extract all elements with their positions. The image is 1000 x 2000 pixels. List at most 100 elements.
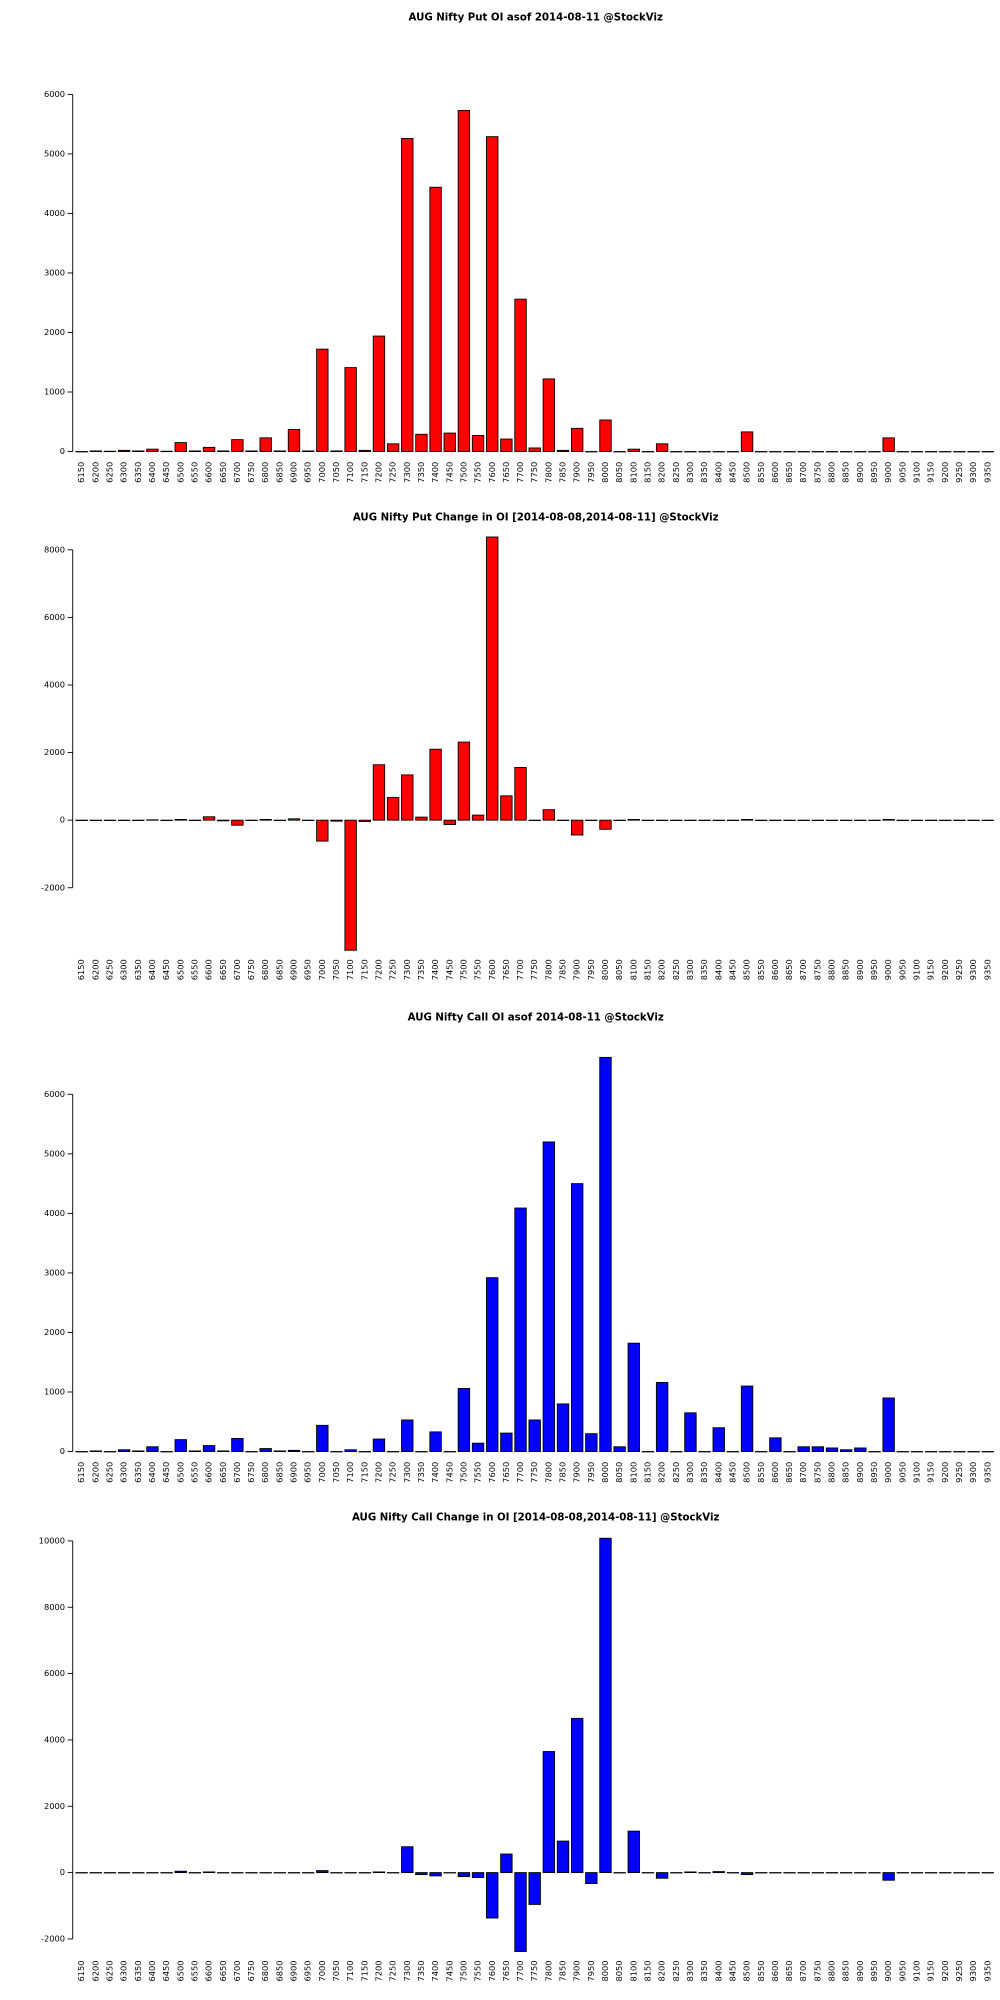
x-tick-label: 8250 (671, 959, 681, 980)
bar (401, 137, 414, 452)
bar (89, 450, 102, 452)
bar (259, 819, 272, 821)
x-tick-label: 8750 (812, 959, 822, 980)
bar (188, 1450, 202, 1452)
x-tick-label: 7050 (331, 462, 341, 483)
x-tick-label: 8550 (756, 1462, 766, 1483)
x-tick-label: 8700 (798, 1462, 808, 1483)
x-tick-label: 8450 (727, 462, 737, 483)
x-tick-label: 9300 (968, 959, 978, 980)
x-tick-label: 6550 (189, 1462, 199, 1483)
x-tick-label: 9050 (897, 1462, 907, 1483)
x-tick-label: 7350 (416, 1462, 426, 1483)
x-tick-label: 6250 (104, 1960, 114, 1981)
x-tick-label: 7950 (586, 1462, 596, 1483)
x-tick-label: 6850 (274, 1462, 284, 1483)
x-tick-label: 6950 (303, 959, 313, 980)
bar (372, 1871, 386, 1874)
y-tick-label: 10000 (39, 1535, 65, 1545)
x-tick-label: 8950 (869, 462, 879, 483)
x-tick-label: 8950 (869, 1462, 879, 1483)
bar (429, 1872, 442, 1877)
x-tick-label: 9300 (968, 462, 978, 483)
bar (500, 438, 513, 452)
x-tick-label: 7350 (416, 1960, 426, 1981)
x-tick-label: 6500 (175, 462, 185, 483)
x-tick-label: 6300 (119, 462, 129, 483)
x-tick-label: 8900 (855, 462, 865, 483)
bar (740, 431, 754, 452)
y-tick-label: 6000 (44, 1089, 65, 1099)
bar (528, 1872, 541, 1905)
x-tick-label: 8150 (643, 1960, 653, 1981)
bar (202, 1871, 216, 1874)
bar (316, 1424, 329, 1452)
bar (627, 1830, 640, 1874)
x-tick-label: 7600 (487, 1960, 497, 1981)
bar (132, 1450, 145, 1452)
x-tick-label: 7550 (473, 1462, 483, 1483)
x-tick-label: 7050 (331, 1462, 341, 1483)
bar (627, 819, 640, 821)
bar (486, 136, 499, 452)
x-tick-label: 9100 (912, 1960, 922, 1981)
bar (372, 764, 386, 821)
x-tick-label: 9050 (897, 959, 907, 980)
x-tick-label: 6500 (175, 1462, 185, 1483)
bar (655, 1382, 669, 1452)
chart-title: AUG Nifty Put OI asof 2014-08-11 @StockV… (409, 12, 663, 23)
x-tick-label: 7600 (487, 959, 497, 980)
x-tick-label: 8400 (713, 1462, 723, 1483)
x-tick-label: 6400 (147, 462, 157, 483)
x-tick-label: 6150 (76, 462, 86, 483)
x-tick-label: 7700 (515, 959, 525, 980)
x-tick-label: 7400 (430, 1960, 440, 1981)
x-tick-label: 7400 (430, 959, 440, 980)
x-tick-label: 8100 (628, 1462, 638, 1483)
x-tick-label: 8250 (671, 462, 681, 483)
x-tick-label: 6950 (303, 462, 313, 483)
x-tick-label: 6800 (260, 1462, 270, 1483)
x-tick-label: 7750 (529, 462, 539, 483)
bar (471, 1442, 485, 1452)
y-tick-label: 2000 (44, 1327, 65, 1337)
bar (486, 536, 499, 821)
x-tick-label: 7000 (317, 1960, 327, 1981)
bar (500, 795, 513, 821)
x-tick-label: 7950 (586, 1960, 596, 1981)
x-tick-label: 6700 (232, 959, 242, 980)
bar (259, 1448, 272, 1452)
bar (273, 1450, 287, 1452)
bar (514, 1872, 527, 1952)
bar (627, 448, 640, 452)
x-tick-label: 6450 (161, 1960, 171, 1981)
x-tick-label: 7650 (501, 959, 511, 980)
x-tick-label: 7600 (487, 1462, 497, 1483)
x-tick-label: 9200 (940, 1462, 950, 1483)
bar (556, 1840, 570, 1874)
bar (372, 335, 386, 452)
bar (146, 448, 159, 452)
x-tick-label: 7350 (416, 462, 426, 483)
bar (613, 1446, 626, 1452)
x-tick-label: 8750 (812, 1960, 822, 1981)
x-tick-label: 8000 (600, 1960, 610, 1981)
x-tick-label: 7400 (430, 462, 440, 483)
x-tick-label: 8650 (784, 1960, 794, 1981)
x-tick-label: 7450 (444, 1960, 454, 1981)
x-tick-label: 6400 (147, 1462, 157, 1483)
bar (684, 1871, 697, 1874)
x-tick-label: 6600 (204, 1960, 214, 1981)
x-tick-label: 8600 (770, 959, 780, 980)
x-tick-label: 7150 (359, 1960, 369, 1981)
x-tick-label: 6900 (289, 1462, 299, 1483)
x-tick-label: 6200 (90, 1960, 100, 1981)
bar (457, 110, 471, 452)
x-tick-label: 8750 (812, 1462, 822, 1483)
x-tick-label: 6900 (289, 462, 299, 483)
bar (712, 1427, 725, 1452)
bar (174, 442, 187, 452)
x-tick-label: 6850 (274, 462, 284, 483)
bar (217, 819, 230, 822)
x-tick-label: 8450 (727, 959, 737, 980)
